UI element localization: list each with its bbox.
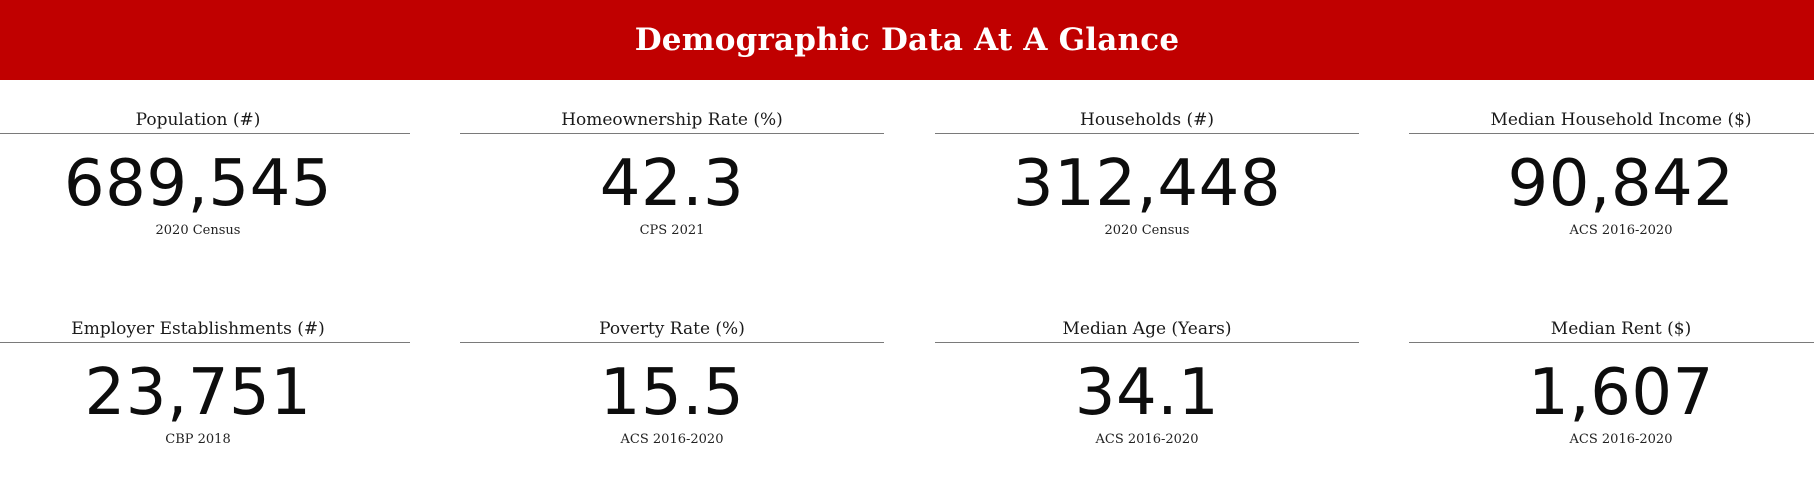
divider — [935, 342, 1359, 343]
stat-source: CPS 2021 — [639, 223, 705, 238]
stat-value: 34.1 — [1074, 356, 1220, 430]
stat-label: Median Household Income ($) — [1490, 110, 1752, 130]
stat-card-homeownership-rate: Homeownership Rate (%) 42.3 CPS 2021 — [460, 108, 884, 240]
stat-card-median-age: Median Age (Years) 34.1 ACS 2016-2020 — [935, 317, 1359, 449]
divider — [460, 342, 884, 343]
stat-label: Median Rent ($) — [1550, 319, 1692, 339]
stat-value: 90,842 — [1507, 147, 1735, 221]
stat-label: Homeownership Rate (%) — [561, 110, 783, 130]
stat-source: 2020 Census — [155, 223, 241, 238]
page-title: Demographic Data At A Glance — [634, 22, 1180, 58]
divider — [0, 342, 410, 343]
stat-label: Households (#) — [1080, 110, 1214, 130]
stat-value: 1,607 — [1528, 356, 1714, 430]
stat-card-employer-establishments: Employer Establishments (#) 23,751 CBP 2… — [0, 317, 410, 449]
stat-value: 689,545 — [63, 147, 333, 221]
stat-card-median-rent: Median Rent ($) 1,607 ACS 2016-2020 — [1409, 317, 1814, 449]
stat-source: ACS 2016-2020 — [1569, 432, 1673, 447]
divider — [1409, 133, 1814, 134]
stat-card-population: Population (#) 689,545 2020 Census — [0, 108, 410, 240]
divider — [0, 133, 410, 134]
stat-label: Poverty Rate (%) — [599, 319, 745, 339]
stat-label: Population (#) — [135, 110, 261, 130]
stat-source: ACS 2016-2020 — [620, 432, 724, 447]
stat-source: ACS 2016-2020 — [1095, 432, 1199, 447]
stat-label: Employer Establishments (#) — [71, 319, 325, 339]
stat-card-households: Households (#) 312,448 2020 Census — [935, 108, 1359, 240]
divider — [460, 133, 884, 134]
divider — [935, 133, 1359, 134]
header-banner: Demographic Data At A Glance — [0, 0, 1814, 80]
stat-card-median-household-income: Median Household Income ($) 90,842 ACS 2… — [1409, 108, 1814, 240]
stat-card-poverty-rate: Poverty Rate (%) 15.5 ACS 2016-2020 — [460, 317, 884, 449]
stat-value: 42.3 — [599, 147, 745, 221]
stat-value: 15.5 — [599, 356, 745, 430]
stat-source: 2020 Census — [1104, 223, 1190, 238]
stat-source: ACS 2016-2020 — [1569, 223, 1673, 238]
stat-label: Median Age (Years) — [1062, 319, 1232, 339]
stat-value: 312,448 — [1012, 147, 1282, 221]
stat-source: CBP 2018 — [165, 432, 231, 447]
stat-value: 23,751 — [84, 356, 312, 430]
divider — [1409, 342, 1814, 343]
